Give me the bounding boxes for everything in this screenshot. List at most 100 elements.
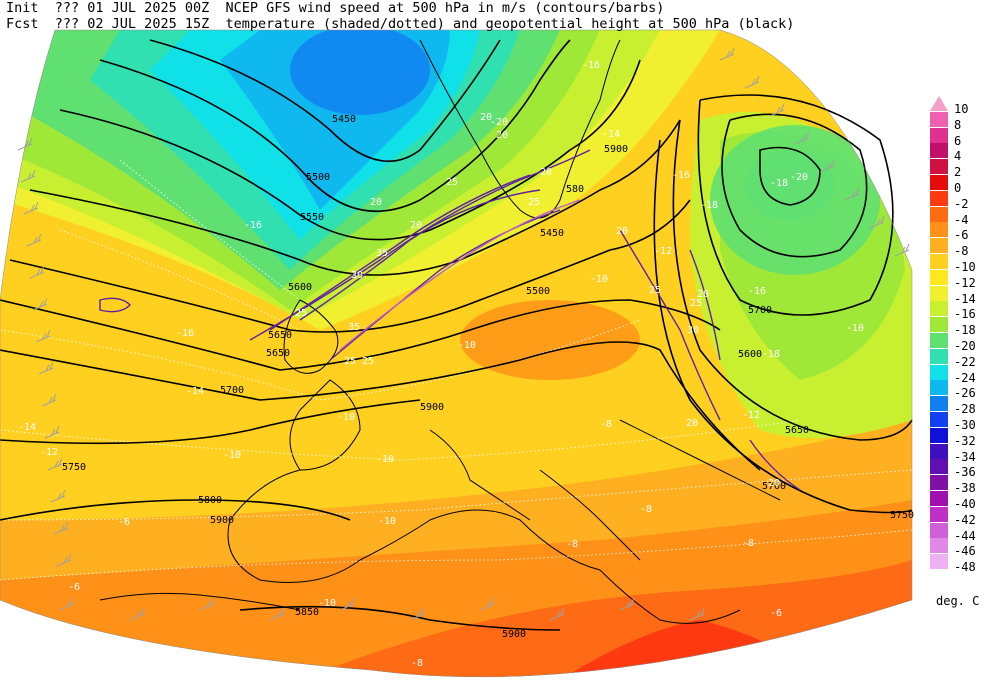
temperature-label: -12 bbox=[654, 246, 672, 257]
height-label: 5650 bbox=[785, 425, 809, 436]
temperature-label: -14 bbox=[186, 386, 204, 397]
temperature-label: -10 bbox=[223, 450, 241, 461]
temperature-label: -8 bbox=[600, 419, 612, 430]
temperature-label: -14 bbox=[18, 422, 36, 433]
legend-label: -44 bbox=[954, 528, 976, 543]
legend-label: -40 bbox=[954, 497, 976, 511]
temperature-label: -20 bbox=[790, 172, 808, 183]
wind-barbs bbox=[17, 47, 910, 621]
temperature-label: -10 bbox=[318, 598, 336, 609]
legend-swatch bbox=[930, 506, 948, 522]
legend-swatch bbox=[930, 269, 948, 285]
wind-barb bbox=[56, 553, 72, 567]
wind-label: 25 bbox=[344, 356, 356, 367]
wind-barb bbox=[129, 607, 145, 621]
wind-barb bbox=[47, 457, 63, 471]
wind-barb bbox=[59, 597, 75, 611]
wind-label: 20 bbox=[480, 112, 492, 123]
wind-label: 30 bbox=[687, 325, 699, 336]
legend-label: -22 bbox=[954, 354, 976, 369]
temperature-label: -16 bbox=[244, 220, 262, 231]
legend-level: -48 bbox=[930, 554, 1000, 573]
temperature-label: -18 bbox=[700, 200, 718, 211]
temperature-label: -8 bbox=[566, 539, 578, 550]
wind-label: 35 bbox=[376, 248, 388, 259]
temperature-label: -16 bbox=[176, 328, 194, 339]
wind-barb bbox=[479, 597, 495, 611]
height-label: 5700 bbox=[748, 305, 772, 316]
legend-label: 8 bbox=[954, 117, 962, 132]
legend-level: -22 bbox=[930, 348, 1000, 369]
temperature-contours bbox=[0, 159, 913, 581]
wind-barb bbox=[29, 265, 45, 279]
wind-barb bbox=[38, 361, 54, 375]
wind-barb bbox=[409, 607, 425, 621]
wind-barb bbox=[719, 47, 735, 61]
legend-label: -34 bbox=[954, 449, 976, 464]
height-label: 5600 bbox=[738, 349, 762, 360]
legend-swatch bbox=[930, 459, 948, 475]
legend-label: -20 bbox=[954, 339, 976, 353]
legend-level: -40 bbox=[930, 491, 1000, 511]
wind-label: 20 bbox=[540, 167, 552, 178]
legend-level: -18 bbox=[930, 317, 1000, 338]
height-labels: 5450 5500 5550 5600 5650 5700 5750 5800 5850 5900… bbox=[62, 114, 914, 640]
legend-swatch bbox=[930, 159, 948, 175]
legend-swatch bbox=[930, 333, 948, 348]
legend-swatch bbox=[930, 238, 948, 254]
legend-swatch bbox=[930, 127, 948, 143]
legend-level: -4 bbox=[930, 206, 1000, 226]
legend-swatch bbox=[930, 96, 948, 111]
temperature-label: -10 bbox=[846, 323, 864, 334]
domain-border bbox=[0, 29, 913, 678]
legend-level: -32 bbox=[930, 427, 1000, 448]
legend-level: 10 bbox=[930, 96, 1000, 115]
legend-label: -28 bbox=[954, 402, 976, 417]
legend-label: -10 bbox=[954, 260, 976, 274]
wind-label: 30 bbox=[351, 270, 363, 281]
legend-label: 6 bbox=[954, 133, 962, 148]
wind-barb bbox=[549, 607, 565, 621]
wind-label: 20 bbox=[697, 289, 709, 300]
height-label: 5800 bbox=[198, 495, 222, 506]
legend-label: 2 bbox=[954, 165, 962, 180]
legend-swatch bbox=[930, 427, 948, 443]
legend-label: -18 bbox=[954, 323, 976, 338]
height-label: 5750 bbox=[890, 510, 914, 521]
temperature-label: -14 bbox=[602, 129, 620, 140]
temperature-label: -12 bbox=[742, 410, 760, 421]
temperature-label: -10 bbox=[337, 412, 355, 423]
height-label: 5600 bbox=[288, 282, 312, 293]
init-time: ??? 01 JUL 2025 00Z bbox=[54, 0, 210, 16]
wind-barb bbox=[619, 597, 635, 611]
legend-swatch bbox=[930, 301, 948, 317]
wind-barb bbox=[844, 187, 860, 201]
height-label: 5550 bbox=[300, 212, 324, 223]
legend-label: -26 bbox=[954, 386, 976, 401]
legend-label: -2 bbox=[954, 196, 969, 211]
init-prefix: Init bbox=[6, 0, 39, 16]
legend-level: -14 bbox=[930, 285, 1000, 305]
temperature-label: -16 bbox=[672, 170, 690, 181]
temperature-label: -10 bbox=[458, 340, 476, 351]
legend-label: -6 bbox=[954, 228, 969, 243]
legend-swatch bbox=[930, 396, 948, 412]
legend-label: -36 bbox=[954, 465, 976, 480]
wind-barb bbox=[794, 131, 810, 145]
height-label: 5450 bbox=[540, 228, 564, 239]
height-label: 5700 bbox=[220, 385, 244, 396]
wind-barb bbox=[894, 243, 910, 257]
legend-level: -28 bbox=[930, 396, 1000, 417]
legend-swatch bbox=[930, 206, 948, 222]
legend-swatch bbox=[930, 491, 948, 506]
temperature-label: -20 bbox=[490, 117, 508, 128]
legend-level: -26 bbox=[930, 380, 1000, 401]
legend-swatch bbox=[930, 348, 948, 364]
wind-barb bbox=[23, 201, 39, 215]
wind-label: 20 bbox=[496, 130, 508, 141]
legend-label: -32 bbox=[954, 433, 976, 448]
legend-swatch bbox=[930, 364, 948, 380]
legend-level: -44 bbox=[930, 522, 1000, 543]
